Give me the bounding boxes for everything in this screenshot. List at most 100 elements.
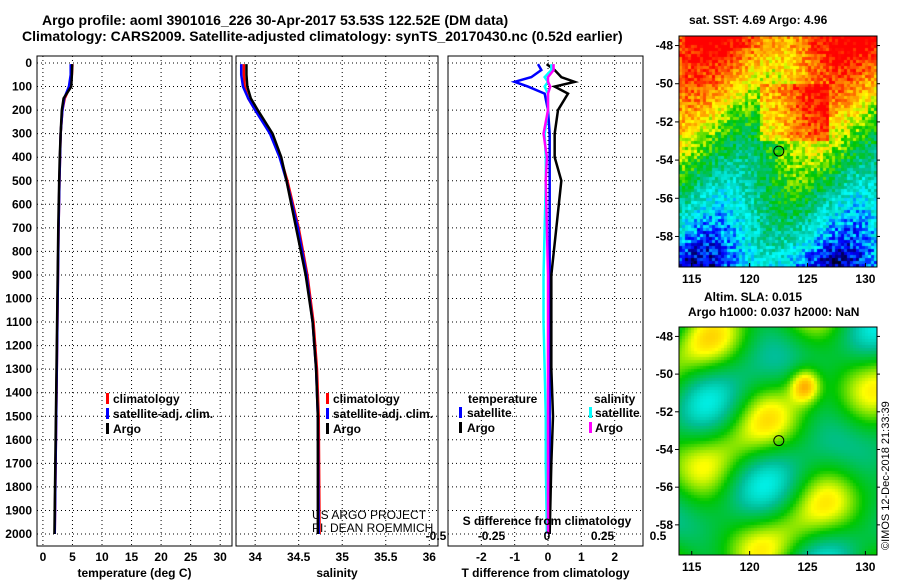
lon-tick-label: 115	[682, 272, 702, 286]
depth-tick-label: 500	[12, 174, 32, 188]
lat-tick-label: -50	[656, 77, 674, 91]
s-axis-label: S difference from climatology	[463, 514, 632, 528]
lat-tick-label: -52	[656, 405, 674, 419]
lat-tick-label: -54	[656, 153, 674, 167]
legend-swatch	[589, 422, 592, 433]
credit-project: US ARGO PROJECT	[312, 508, 427, 522]
x-axis-label: temperature (deg C)	[77, 566, 191, 580]
map-frame	[678, 35, 878, 268]
legend-swatch	[106, 423, 109, 434]
s-tick-label: 0.25	[591, 529, 615, 543]
x-tick-label: 20	[154, 550, 168, 564]
panel-frame	[36, 55, 233, 547]
series-line-t-satellite	[510, 63, 551, 534]
legend-swatch	[106, 408, 109, 419]
title-line-2: Climatology: CARS2009. Satellite-adjuste…	[22, 28, 623, 44]
lon-tick-label: 120	[740, 272, 760, 286]
x-tick-label: 25	[184, 550, 198, 564]
legend-label: satellite	[595, 406, 640, 420]
series-line-s-argo	[542, 64, 555, 534]
lat-tick-label: -58	[656, 518, 674, 532]
s-tick-label: -0.5	[426, 529, 447, 543]
legend-label: satellite-adj. clim.	[333, 407, 433, 421]
s-tick-label: 0.5	[650, 529, 667, 543]
depth-tick-label: 200	[12, 103, 32, 117]
sla-map-title: Altim. SLA: 0.015	[704, 290, 803, 304]
imos-watermark: ©IMOS 12-Dec-2018 21:33:39	[880, 401, 892, 550]
x-tick-label: 34	[248, 550, 262, 564]
lat-tick-label: -50	[656, 367, 674, 381]
depth-tick-label: 1600	[5, 433, 32, 447]
x-tick-label: 34.5	[287, 550, 311, 564]
depth-tick-label: 2000	[5, 527, 32, 541]
sla-map	[679, 327, 877, 555]
x-tick-label: -2	[476, 550, 487, 564]
depth-tick-label: 1000	[5, 292, 32, 306]
x-tick-label: 5	[69, 550, 76, 564]
x-axis-label: T difference from climatology	[461, 566, 629, 580]
legend-label: Argo	[113, 422, 141, 436]
legend-label: Argo	[595, 421, 623, 435]
depth-tick-label: 700	[12, 221, 32, 235]
legend-label: Argo	[467, 421, 495, 435]
lat-tick-label: -56	[656, 480, 674, 494]
lon-tick-label: 120	[740, 560, 760, 574]
lon-tick-label: 125	[798, 560, 818, 574]
legend-swatch	[459, 422, 462, 433]
lat-tick-label: -56	[656, 191, 674, 205]
lon-tick-label: 130	[855, 560, 875, 574]
panel-frame	[235, 55, 439, 547]
depth-tick-label: 1400	[5, 386, 32, 400]
x-tick-label: -1	[509, 550, 520, 564]
legend-swatch	[589, 407, 592, 418]
depth-tick-label: 100	[12, 80, 32, 94]
sla-map-subtitle: Argo h1000: 0.037 h2000: NaN	[688, 305, 860, 319]
depth-tick-label: 1200	[5, 339, 32, 353]
depth-tick-label: 1300	[5, 362, 32, 376]
lat-tick-label: -48	[656, 329, 674, 343]
series-line-argo	[53, 64, 74, 535]
depth-tick-label: 1100	[6, 315, 32, 329]
legend-swatch	[326, 423, 329, 434]
depth-tick-label: 400	[12, 150, 32, 164]
x-tick-label: 36	[423, 550, 437, 564]
legend-title-temperature: temperature	[468, 392, 538, 406]
legend-swatch	[326, 408, 329, 419]
sst-map-title: sat. SST: 4.69 Argo: 4.96	[689, 13, 828, 27]
lon-tick-label: 125	[798, 272, 818, 286]
depth-tick-label: 1700	[5, 456, 32, 470]
x-tick-label: 2	[611, 550, 618, 564]
argo-float-marker	[773, 145, 785, 157]
depth-tick-label: 0	[25, 56, 32, 70]
x-axis-label: salinity	[316, 566, 358, 580]
depth-tick-label: 1900	[5, 503, 32, 517]
depth-tick-label: 1800	[5, 480, 32, 494]
legend-label: climatology	[113, 392, 180, 406]
legend-label: climatology	[333, 392, 400, 406]
legend-label: satellite-adj. clim.	[113, 407, 213, 421]
lat-tick-label: -48	[656, 39, 674, 53]
legend-swatch	[326, 393, 329, 404]
x-tick-label: 15	[125, 550, 139, 564]
s-tick-label: -0.25	[478, 529, 506, 543]
legend-label: Argo	[333, 422, 361, 436]
sst-map	[679, 36, 877, 267]
x-tick-label: 30	[214, 550, 228, 564]
x-tick-label: 35	[336, 550, 350, 564]
lat-tick-label: -58	[656, 229, 674, 243]
lon-tick-label: 130	[855, 272, 875, 286]
depth-tick-label: 900	[12, 268, 32, 282]
x-tick-label: 10	[95, 550, 109, 564]
legend-title-salinity: salinity	[594, 392, 636, 406]
legend-swatch	[106, 393, 109, 404]
depth-tick-label: 1500	[5, 409, 32, 423]
depth-tick-label: 800	[12, 244, 32, 258]
panel-frame	[447, 55, 644, 547]
x-tick-label: 0	[40, 550, 47, 564]
depth-tick-label: 600	[12, 197, 32, 211]
lon-tick-label: 115	[682, 560, 702, 574]
x-tick-label: 1	[578, 550, 585, 564]
argo-float-marker	[773, 435, 785, 447]
